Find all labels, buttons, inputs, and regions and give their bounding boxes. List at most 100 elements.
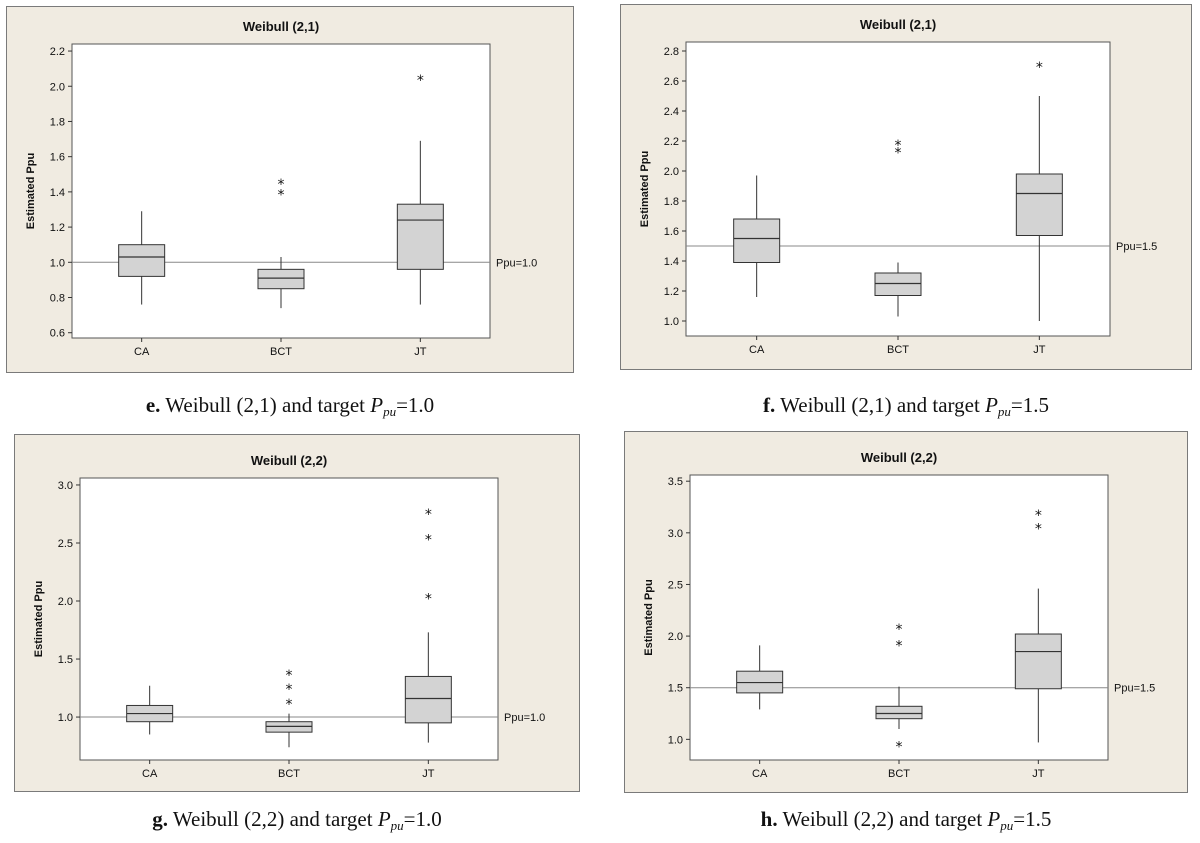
caption-subscript: pu	[390, 818, 404, 833]
box-ca	[733, 175, 781, 297]
reference-label: Ppu=1.5	[1116, 241, 1157, 253]
x-tick-label: BCT	[888, 768, 910, 780]
box-iqr	[396, 203, 444, 270]
outlier-marker: *	[286, 697, 293, 713]
chart-svg: Weibull (2,1) Estimated Ppu 1.0 1.2 1.4 1.6 1.…	[620, 4, 1192, 370]
y-tick-label: 1.6	[50, 152, 65, 164]
box-iqr	[875, 705, 923, 720]
outlier-marker: *	[278, 188, 285, 204]
outlier-marker: *	[896, 638, 903, 654]
x-tick-label: CA	[134, 346, 150, 358]
box-iqr	[1014, 633, 1062, 690]
y-tick-label: 1.0	[58, 712, 73, 724]
outlier-marker: *	[895, 138, 902, 154]
y-tick-label: 2.0	[664, 166, 679, 178]
y-tick-label: 3.0	[668, 528, 683, 540]
y-axis-label: Estimated Ppu	[25, 153, 37, 229]
y-tick-label: 1.5	[668, 683, 683, 695]
y-tick-label: 2.5	[58, 538, 73, 550]
caption-target: =1.0	[396, 393, 435, 417]
y-axis-label: Estimated Ppu	[643, 579, 655, 655]
outlier-marker: *	[1035, 522, 1042, 538]
y-axis-label: Estimated Ppu	[639, 151, 651, 227]
y-tick-label: 2.8	[664, 46, 679, 58]
x-tick-label: CA	[752, 768, 768, 780]
caption-letter: g.	[152, 807, 168, 831]
chart-title: Weibull (2,2)	[251, 453, 327, 468]
y-tick-label: 3.0	[58, 480, 73, 492]
caption-letter: h.	[760, 807, 778, 831]
box-bct: **	[874, 138, 922, 317]
y-tick-label: 2.6	[664, 76, 679, 88]
outlier-marker: *	[417, 73, 424, 89]
chart-panel-f: Weibull (2,1) Estimated Ppu 1.0 1.2 1.4 1.6 1.…	[620, 4, 1192, 370]
x-tick-label: JT	[1032, 768, 1045, 780]
y-tick-label: 1.4	[664, 256, 679, 268]
x-tick-label: JT	[1033, 344, 1046, 356]
outlier-marker: *	[895, 146, 902, 162]
caption-text: Weibull (2,2) and target	[777, 807, 988, 831]
chart-panel-e: Weibull (2,1) Estimated Ppu 0.6 0.8 1.0 1.2 1.…	[6, 6, 574, 373]
y-tick-label: 2.0	[668, 631, 683, 643]
y-tick-label: 3.5	[668, 476, 683, 488]
caption-symbol: P	[377, 807, 391, 831]
chart-panel-h: Weibull (2,2) Estimated Ppu 1.0 1.5 2.0 2.5 3.…	[624, 431, 1188, 793]
y-tick-label: 2.0	[50, 81, 65, 93]
outlier-marker: *	[425, 592, 432, 608]
y-tick-label: 1.4	[50, 187, 65, 199]
outlier-marker: *	[896, 740, 903, 756]
y-tick-label: 1.0	[664, 316, 679, 328]
box-iqr	[1015, 173, 1063, 236]
caption-e: e. Weibull (2,1) and target Ppu=1.0	[6, 393, 574, 420]
caption-text: Weibull (2,2) and target	[168, 807, 378, 831]
box-iqr	[874, 272, 922, 296]
caption-letter: e.	[145, 393, 161, 417]
x-tick-label: BCT	[270, 346, 292, 358]
x-tick-label: JT	[422, 768, 435, 780]
chart-svg: Weibull (2,1) Estimated Ppu 0.6 0.8 1.0 1.2 1.…	[6, 6, 574, 373]
y-tick-label: 0.6	[50, 328, 65, 340]
chart-title: Weibull (2,1)	[243, 19, 319, 34]
y-tick-label: 1.2	[50, 222, 65, 234]
y-tick-label: 1.0	[668, 734, 683, 746]
box-jt: *	[1015, 60, 1063, 321]
outlier-marker: *	[1036, 60, 1043, 76]
y-tick-label: 0.8	[50, 293, 65, 305]
caption-target: =1.5	[1013, 807, 1052, 831]
outlier-marker: *	[896, 622, 903, 638]
outlier-marker: *	[425, 532, 432, 548]
reference-label: Ppu=1.0	[496, 257, 537, 269]
caption-symbol: P	[987, 807, 1001, 831]
chart-svg: Weibull (2,2) Estimated Ppu 1.0 1.5 2.0 2.5 3.…	[624, 431, 1188, 793]
outlier-marker: *	[425, 507, 432, 523]
box-jt: * * *	[404, 507, 452, 743]
box-ca	[126, 685, 174, 735]
box-iqr	[118, 244, 166, 277]
caption-text: Weibull (2,1) and target	[775, 393, 986, 417]
outlier-marker: *	[286, 682, 293, 698]
box-bct: **	[257, 177, 305, 309]
chart-title: Weibull (2,1)	[860, 17, 936, 32]
caption-h: h. Weibull (2,2) and target Ppu=1.5	[624, 807, 1188, 834]
reference-label: Ppu=1.5	[1114, 683, 1155, 695]
y-tick-label: 1.6	[664, 226, 679, 238]
y-tick-label: 2.4	[664, 106, 679, 118]
caption-symbol: P	[985, 393, 998, 417]
box-iqr	[257, 268, 305, 290]
x-tick-label: BCT	[278, 768, 300, 780]
box-ca	[118, 211, 166, 305]
caption-subscript: pu	[383, 404, 397, 419]
caption-letter: f.	[763, 393, 776, 417]
y-tick-label: 1.8	[50, 116, 65, 128]
caption-g: g. Weibull (2,2) and target Ppu=1.0	[14, 807, 580, 834]
y-tick-label: 2.5	[668, 579, 683, 591]
y-tick-label: 2.2	[664, 136, 679, 148]
y-tick-label: 2.0	[58, 596, 73, 608]
y-tick-label: 1.0	[50, 257, 65, 269]
outlier-marker: *	[278, 177, 285, 193]
y-tick-label: 1.5	[58, 654, 73, 666]
x-tick-label: CA	[142, 768, 158, 780]
caption-subscript: pu	[1000, 818, 1014, 833]
y-tick-label: 1.2	[664, 286, 679, 298]
caption-text: Weibull (2,1) and target	[160, 393, 371, 417]
